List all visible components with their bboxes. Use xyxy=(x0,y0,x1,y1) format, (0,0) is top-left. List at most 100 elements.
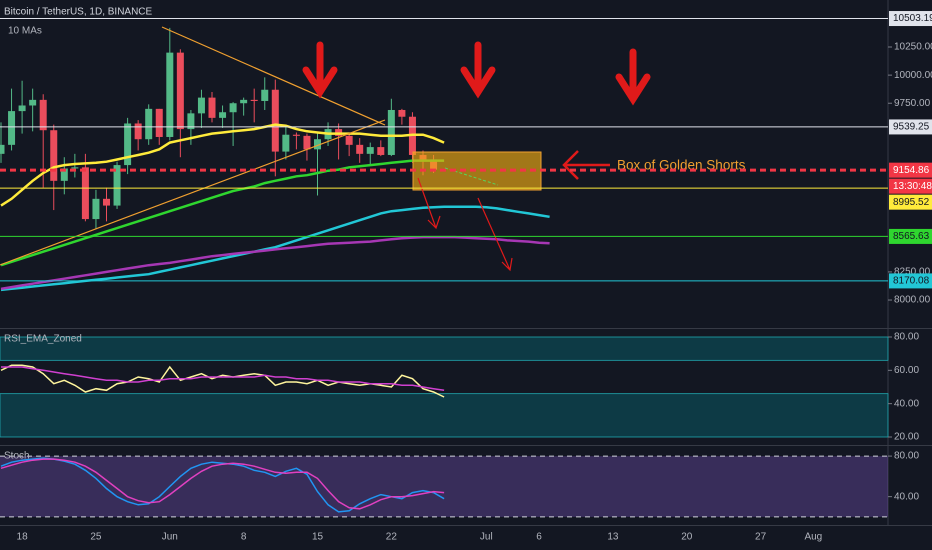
candle-body xyxy=(187,113,195,130)
y-tick-label: 8250.00 xyxy=(894,267,931,278)
candle-body xyxy=(398,109,406,117)
candle-body xyxy=(155,108,163,137)
x-tick-label: 18 xyxy=(17,532,29,543)
candle-body xyxy=(208,97,216,118)
projection-line xyxy=(444,167,499,186)
x-tick-label: 22 xyxy=(386,532,398,543)
trend-line xyxy=(161,26,386,126)
candle-body xyxy=(134,123,142,140)
price-label-box xyxy=(889,119,932,135)
candle-body xyxy=(229,103,237,113)
candle-body xyxy=(8,111,16,145)
stoch-band xyxy=(0,456,888,517)
price-label: 9539.25 xyxy=(893,122,930,133)
x-tick-label: 25 xyxy=(90,532,102,543)
x-tick-label: Aug xyxy=(804,532,822,543)
candle-body xyxy=(314,139,321,150)
candle-body xyxy=(50,130,58,181)
y-tick-label: 40.00 xyxy=(894,398,919,409)
x-tick-label: Jul xyxy=(480,532,493,543)
line-series xyxy=(0,458,445,510)
line-series xyxy=(0,123,445,207)
candle-body xyxy=(366,147,374,154)
candle-body xyxy=(303,135,311,150)
line-series xyxy=(0,159,445,267)
front-layer: 18 25 Jun 8 15 22 Jul 6 13 20 27 Aug 10503.19 9539.25… xyxy=(0,11,932,543)
price-label: 8995.52 xyxy=(893,197,930,208)
candle-body xyxy=(219,112,227,118)
price-label: 8170.08 xyxy=(893,276,930,287)
candle-body xyxy=(271,89,279,152)
candle-body xyxy=(292,134,300,136)
panel-title: RSI_EMA_Zoned xyxy=(4,334,82,345)
price-label-box xyxy=(889,162,932,178)
candle-body xyxy=(377,147,385,155)
y-tick-label: 9750.00 xyxy=(894,98,931,109)
candle-body xyxy=(261,89,269,101)
candle-body xyxy=(166,52,174,137)
candle-body xyxy=(240,99,248,104)
down-arrow xyxy=(615,48,651,106)
down-arrow xyxy=(460,41,496,99)
y-tick-label: 10250.00 xyxy=(894,42,932,53)
indicator-title: 10 MAs xyxy=(8,26,42,37)
line-series xyxy=(0,457,445,513)
rsi-zone xyxy=(0,393,889,438)
drawings: Box of Golden Shorts xyxy=(0,26,746,272)
x-tick-label: 8 xyxy=(241,532,247,543)
trend-line xyxy=(0,119,386,266)
price-label: 10503.19 xyxy=(893,13,932,24)
candle-body xyxy=(39,99,47,131)
candle-body xyxy=(145,108,153,140)
y-tick-label: 60.00 xyxy=(894,365,919,376)
candle-body xyxy=(113,165,121,206)
back-layer: 8000.00 8250.00 9750.00 10000.00 10250.00 20.… xyxy=(0,0,932,526)
x-tick-label: 13 xyxy=(607,532,619,543)
price-label-box xyxy=(889,194,932,210)
x-tick-label: 20 xyxy=(681,532,693,543)
countdown-label: 13:30:48 xyxy=(893,181,932,192)
candle-body xyxy=(71,167,79,169)
candle-body xyxy=(176,52,184,130)
y-tick-label: 8000.00 xyxy=(894,295,931,306)
candle-body xyxy=(387,109,395,155)
candle-body xyxy=(103,198,110,206)
small-arrow xyxy=(477,197,513,272)
down-arrow xyxy=(302,41,338,99)
y-tick-label: 80.00 xyxy=(894,451,919,462)
price-label-box xyxy=(889,228,932,244)
line-series xyxy=(0,205,550,292)
line-series xyxy=(1,366,445,392)
candle-body xyxy=(345,135,353,145)
candle-body xyxy=(282,134,290,152)
y-tick-label: 10000.00 xyxy=(894,70,932,81)
y-tick-label: 20.00 xyxy=(894,432,919,443)
left-arrow xyxy=(562,150,610,180)
y-tick-label: 80.00 xyxy=(894,332,919,343)
rsi-zone xyxy=(0,336,889,361)
candle-body xyxy=(18,105,26,112)
candle-body xyxy=(356,144,364,154)
candle-body xyxy=(124,123,132,166)
x-tick-label: 6 xyxy=(536,532,542,543)
price-label-box xyxy=(889,11,932,27)
y-tick-label: 40.00 xyxy=(894,491,919,502)
candle-body xyxy=(60,168,68,181)
line-series xyxy=(0,235,550,291)
candle-body xyxy=(81,167,89,220)
candle-body xyxy=(92,198,100,220)
candle-body xyxy=(250,99,258,101)
price-label-box xyxy=(889,273,932,289)
candle-body xyxy=(0,144,5,154)
candle-body xyxy=(197,97,205,114)
candle-body xyxy=(29,99,37,106)
countdown-box xyxy=(889,178,932,194)
price-label: 9154.86 xyxy=(893,165,930,176)
x-tick-label: 15 xyxy=(312,532,324,543)
symbol-title: Bitcoin / TetherUS, 1D, BINANCE xyxy=(4,7,153,18)
panel-title: Stoch xyxy=(4,451,30,462)
x-tick-label: 27 xyxy=(755,532,767,543)
price-label: 8565.63 xyxy=(893,231,930,242)
